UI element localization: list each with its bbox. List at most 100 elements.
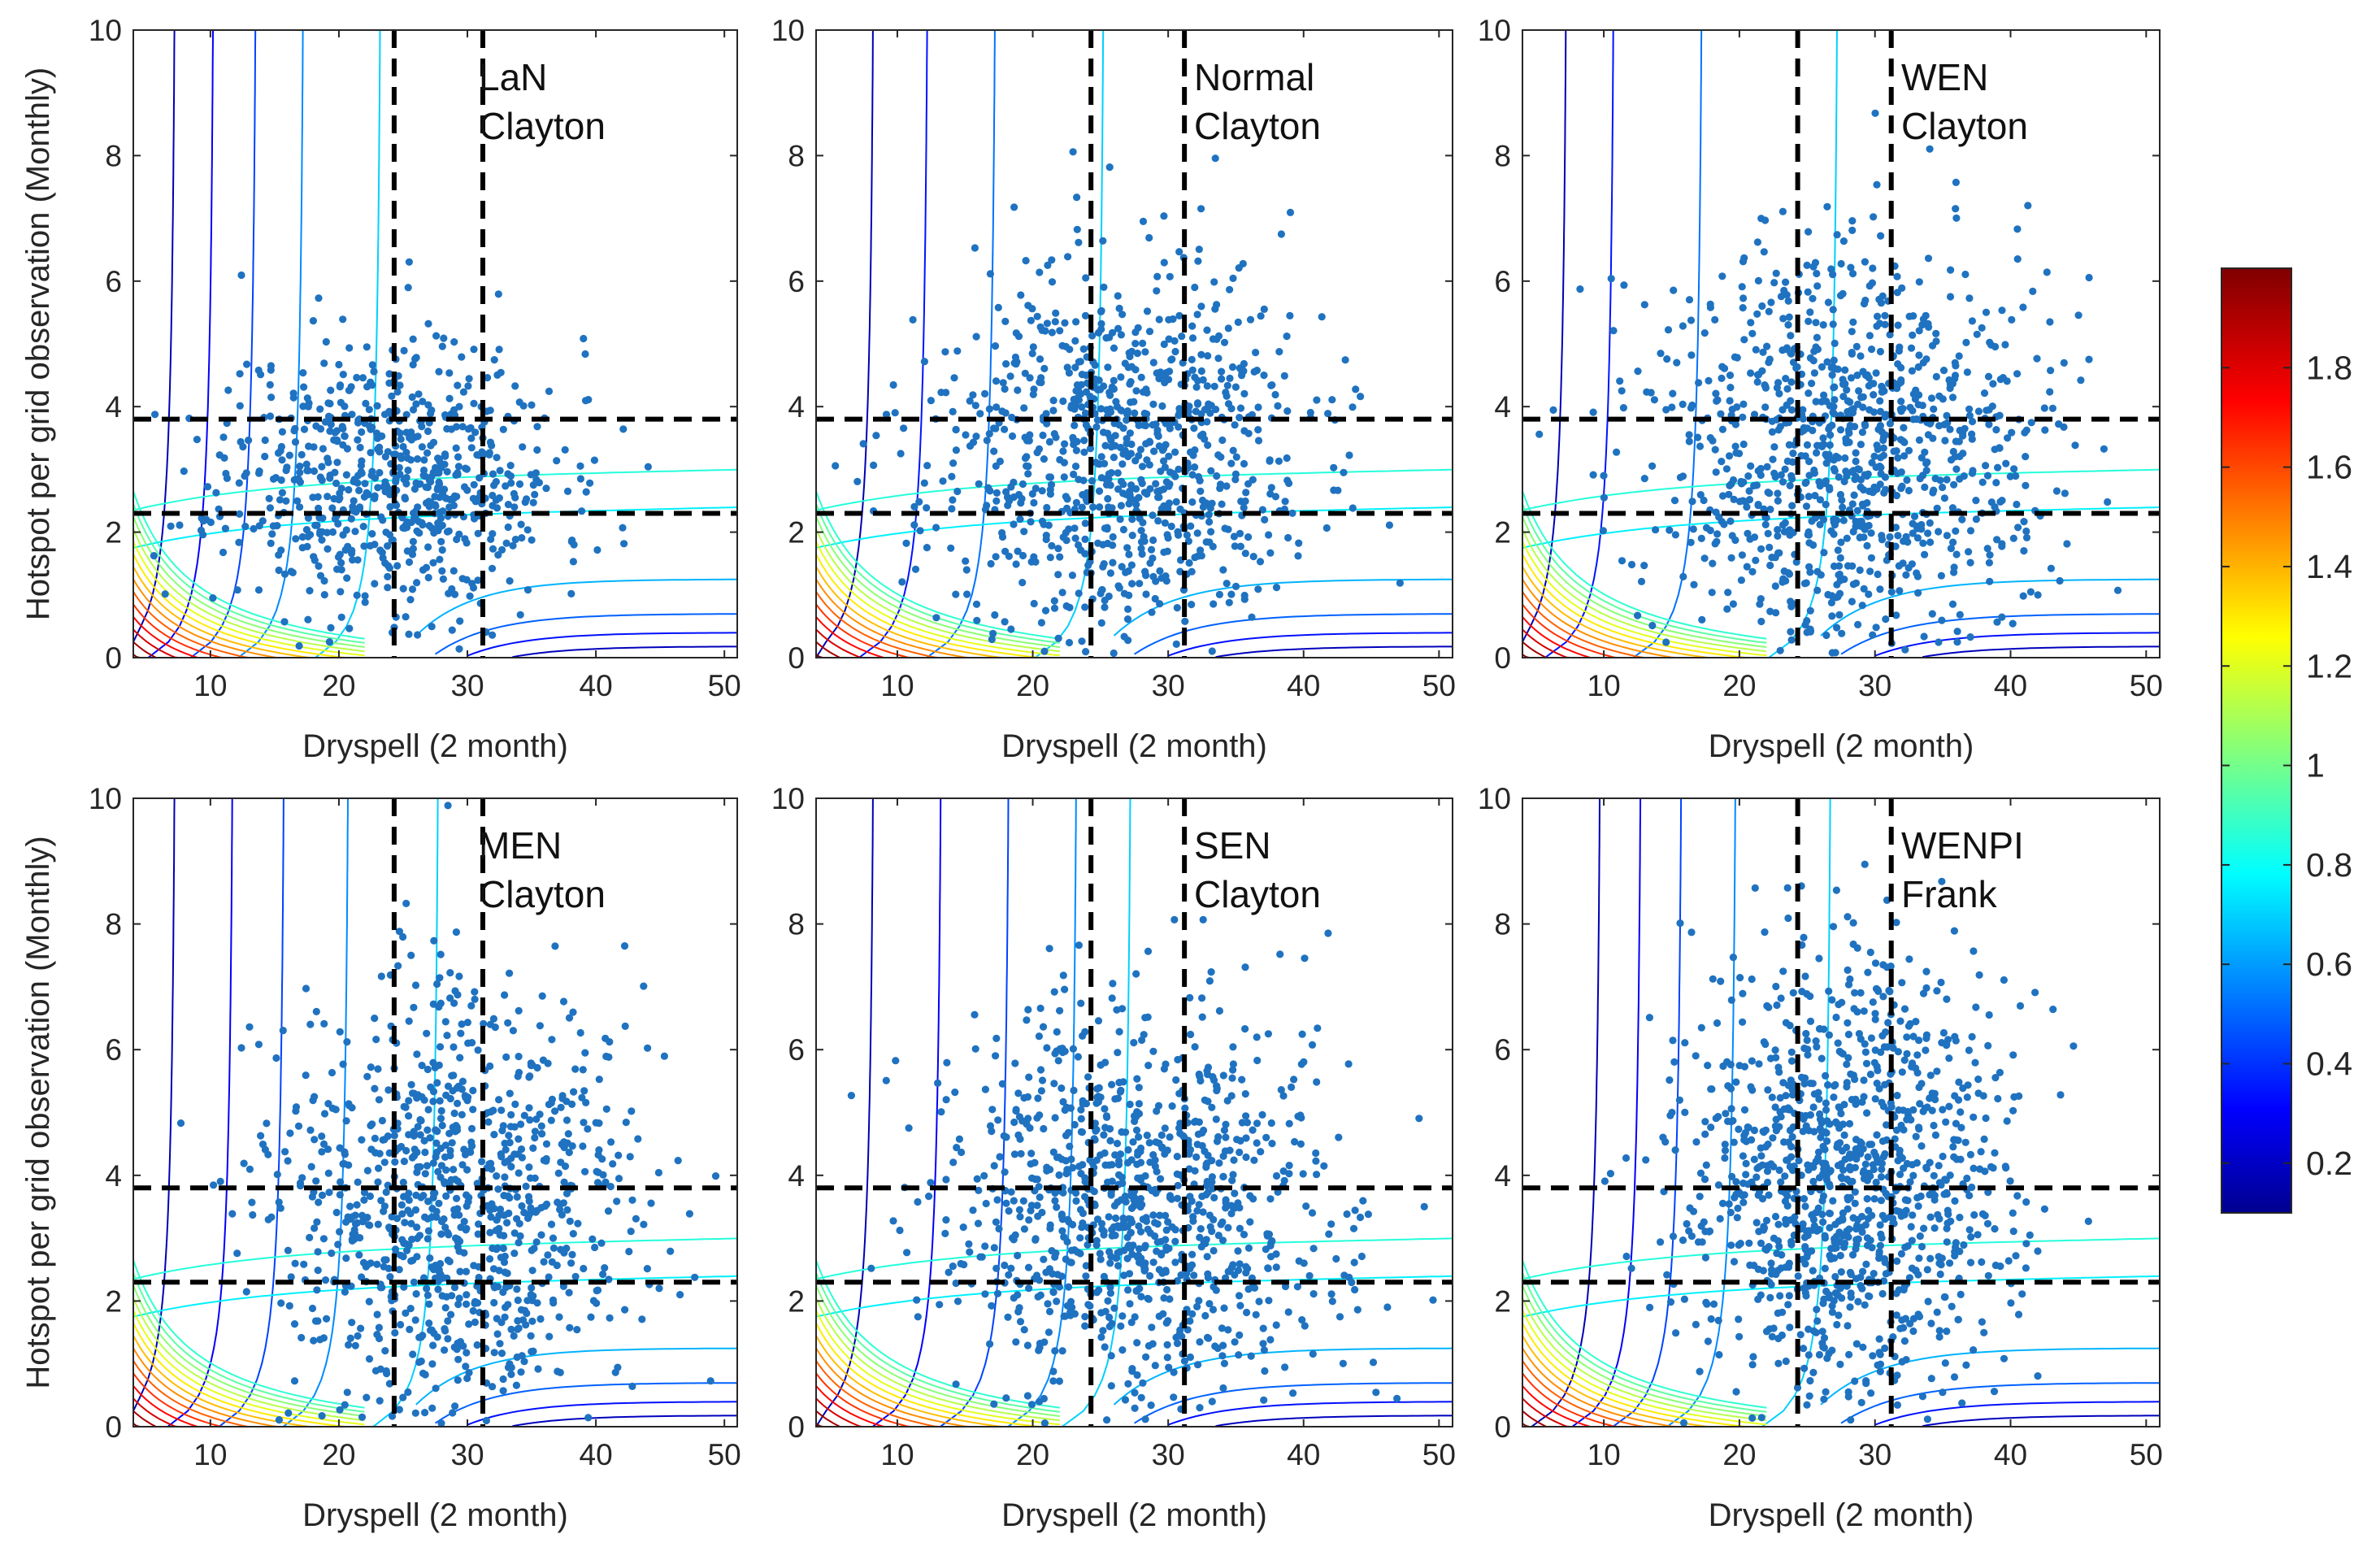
scatter-point (1131, 366, 1140, 374)
scatter-point (1689, 525, 1697, 533)
scatter-point (1897, 398, 1905, 406)
scatter-point (1005, 1271, 1013, 1279)
scatter-point (1218, 1236, 1227, 1245)
scatter-point (470, 480, 478, 489)
scatter-point (161, 590, 169, 598)
scatter-point (1778, 207, 1787, 215)
scatter-point (1986, 577, 1994, 585)
contour-line (133, 1323, 365, 1427)
scatter-point (406, 433, 414, 442)
scatter-point (312, 422, 320, 430)
scatter-point (412, 1191, 420, 1199)
scatter-point (1922, 467, 1930, 475)
scatter-point (1110, 344, 1118, 352)
scatter-point (1771, 582, 1779, 590)
scatter-point (327, 386, 335, 394)
scatter-point (1341, 356, 1349, 364)
scatter-point (216, 1177, 224, 1185)
scatter-point (962, 431, 970, 439)
contour-line (858, 30, 928, 658)
scatter-point (1813, 586, 1822, 594)
scatter-point (1911, 395, 1919, 403)
scatter-point (2002, 459, 2010, 467)
contour-line (1544, 30, 1614, 658)
scatter-point (628, 1382, 636, 1390)
scatter-point (1188, 601, 1196, 609)
scatter-point (1712, 508, 1720, 516)
scatter-point (458, 1110, 466, 1119)
scatter-point (1743, 563, 1751, 571)
scatter-point (1149, 511, 1157, 519)
scatter-point (463, 465, 471, 473)
scatter-point (1101, 1123, 1110, 1132)
scatter-point (1054, 1057, 1062, 1065)
scatter-point (1020, 1326, 1028, 1334)
scatter-point (1272, 1263, 1280, 1271)
scatter-point (1878, 532, 1886, 540)
scatter-point (1298, 1030, 1306, 1038)
scatter-point (604, 1207, 613, 1215)
scatter-point (1253, 1033, 1261, 1041)
scatter-point (298, 450, 306, 459)
scatter-point (318, 1132, 326, 1141)
scatter-point (640, 1220, 648, 1228)
scatter-point (1195, 246, 1203, 254)
scatter-point (505, 1132, 513, 1140)
plot-content (133, 798, 737, 1427)
scatter-point (1137, 527, 1145, 535)
scatter-point (1133, 1371, 1141, 1380)
scatter-point (1861, 258, 1869, 266)
scatter-point (2040, 1205, 2048, 1213)
scatter-point (496, 1206, 505, 1214)
scatter-point (1004, 502, 1012, 510)
scatter-point (1031, 485, 1040, 493)
scatter-point (1776, 646, 1784, 654)
scatter-point (567, 589, 575, 598)
scatter-point (1966, 527, 1975, 535)
scatter-point (1235, 1351, 1243, 1359)
scatter-point (424, 319, 432, 328)
scatter-point (1201, 1311, 1210, 1320)
scatter-point (321, 418, 329, 426)
scatter-point (599, 1270, 607, 1279)
scatter-point (376, 1149, 384, 1158)
scatter-point (1679, 400, 1687, 408)
scatter-point (1066, 1297, 1075, 1306)
scatter-point (1172, 498, 1180, 506)
scatter-point (1036, 1004, 1045, 1012)
scatter-point (1162, 572, 1170, 580)
scatter-point (1051, 318, 1059, 326)
scatter-point (328, 1249, 336, 1258)
scatter-point (1171, 1226, 1179, 1234)
scatter-point (1834, 365, 1842, 373)
scatter-point (1844, 426, 1852, 434)
scatter-point (1861, 420, 1869, 428)
scatter-point (1948, 504, 1957, 512)
scatter-point (1966, 633, 1974, 641)
scatter-point (1059, 447, 1067, 455)
scatter-point (495, 494, 504, 502)
scatter-point (402, 899, 410, 907)
contour-line (816, 1272, 1061, 1413)
contour-line (816, 1410, 874, 1427)
scatter-point (1095, 1286, 1103, 1294)
scatter-point (499, 1244, 507, 1253)
scatter-point (1830, 384, 1838, 392)
scatter-point (1165, 315, 1173, 324)
scatter-point (351, 1220, 360, 1228)
scatter-point (428, 623, 436, 631)
scatter-point (1242, 1112, 1250, 1120)
scatter-point (1045, 1328, 1053, 1336)
scatter-point (1099, 237, 1107, 245)
scatter-point (497, 1349, 506, 1358)
scatter-point (475, 1273, 483, 1282)
scatter-point (415, 529, 423, 537)
scatter-point (420, 456, 428, 464)
scatter-point (1191, 1043, 1199, 1051)
x-tick-label: 50 (708, 669, 741, 702)
scatter-point (1850, 491, 1858, 499)
scatter-point (540, 1258, 548, 1266)
scatter-point (1351, 1285, 1359, 1294)
scatter-point (2020, 547, 2028, 555)
